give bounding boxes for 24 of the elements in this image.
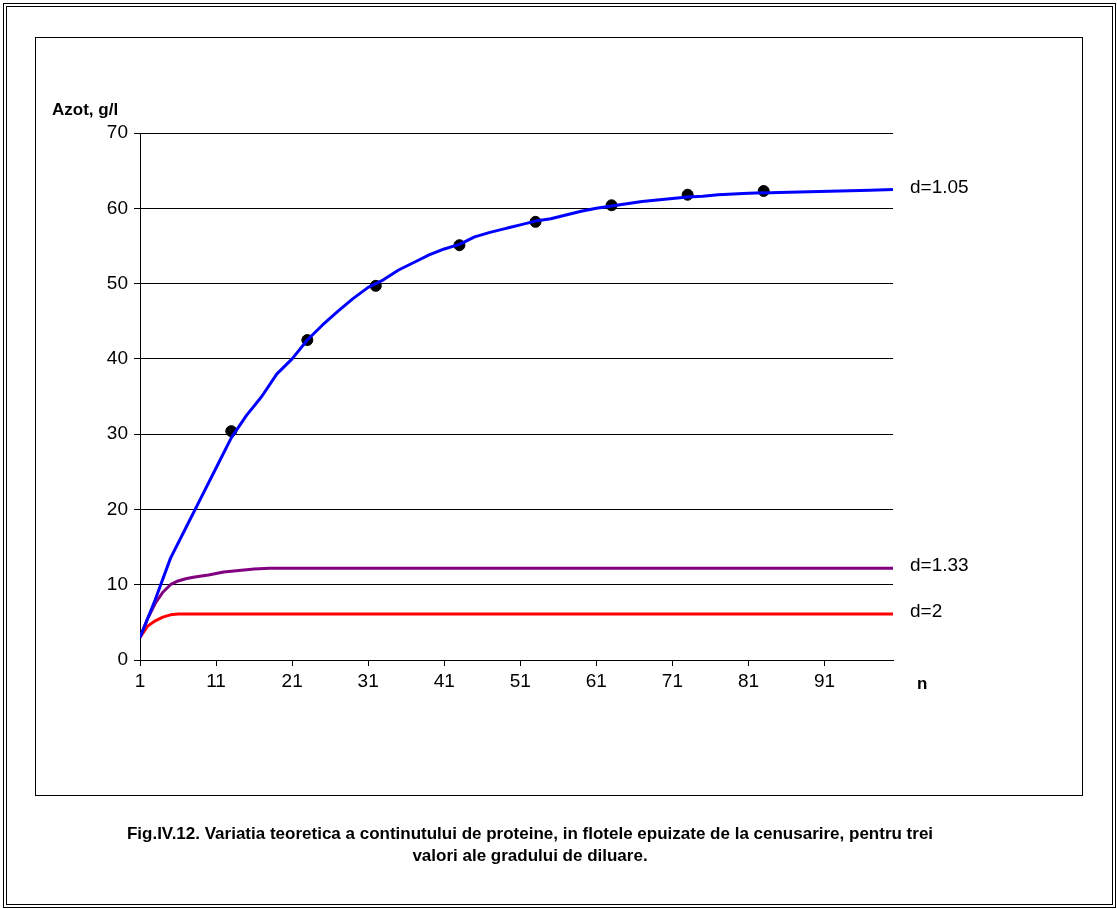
y-tick-label: 40 (106, 347, 128, 369)
x-tick-label: 1 (134, 669, 146, 691)
x-tick-label: 81 (737, 669, 760, 691)
x-tick-label: 21 (281, 669, 303, 691)
x-tick-label: 11 (206, 669, 226, 691)
y-tick-label: 0 (117, 648, 128, 670)
x-tick-label: 71 (661, 669, 683, 691)
x-tick-label: 51 (509, 669, 531, 691)
y-axis-title: Azot, g/l (52, 99, 119, 119)
x-axis-title: n (917, 673, 928, 693)
y-tick-label: 10 (106, 572, 128, 594)
y-tick-label: 70 (106, 121, 128, 143)
x-tick-label: 31 (357, 669, 379, 691)
y-tick-label: 20 (106, 497, 128, 519)
series-label: d=1.33 (910, 554, 969, 576)
x-tick-label: 41 (433, 669, 455, 691)
series-label: d=1.05 (910, 175, 969, 197)
y-tick-label: 50 (106, 271, 128, 293)
y-tick-label: 60 (106, 196, 128, 218)
x-tick-label: 61 (585, 669, 607, 691)
y-tick-label: 30 (106, 422, 128, 444)
text: Fig.IV.12. Variatia teoretica a continutului de proteine, in flotele epuizate de la cenusarire, pentru trei valori ale gradului de diluare. (125, 823, 935, 867)
series-label: d=2 (910, 600, 943, 622)
x-tick-label: 91 (813, 669, 836, 691)
